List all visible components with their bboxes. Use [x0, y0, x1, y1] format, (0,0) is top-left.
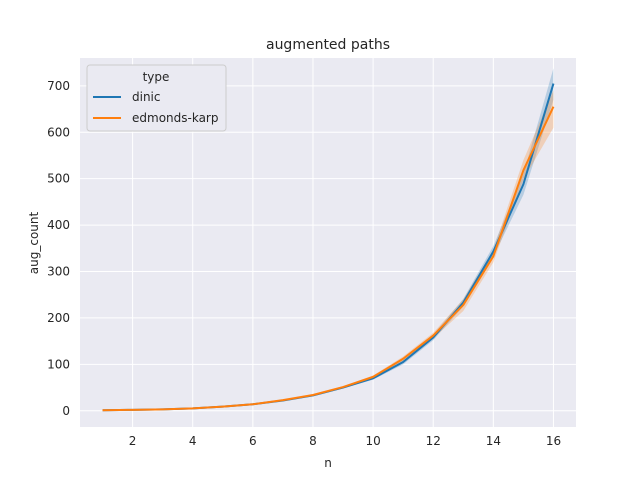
y-tick-label: 300 — [47, 265, 70, 279]
y-tick-labels: 0 100 200 300 400 500 600 700 — [47, 79, 70, 418]
x-tick-label: 6 — [249, 434, 257, 448]
y-axis-label: aug_count — [27, 211, 41, 274]
y-tick-label: 100 — [47, 357, 70, 371]
x-tick-label: 14 — [486, 434, 501, 448]
series-lines — [102, 83, 555, 412]
legend-title: type — [143, 70, 170, 84]
y-tick-label: 500 — [47, 172, 70, 186]
x-tick-label: 12 — [426, 434, 441, 448]
series-line-edmonds-karp — [102, 106, 555, 412]
x-tick-label: 2 — [129, 434, 137, 448]
x-tick-label: 4 — [189, 434, 197, 448]
x-tick-label: 16 — [546, 434, 561, 448]
confidence-bands — [102, 68, 554, 411]
x-tick-label: 10 — [365, 434, 380, 448]
y-tick-label: 0 — [62, 404, 70, 418]
legend-label-dinic: dinic — [132, 90, 161, 104]
y-tick-label: 200 — [47, 311, 70, 325]
x-axis-label: n — [324, 456, 332, 470]
y-tick-label: 400 — [47, 218, 70, 232]
y-tick-label: 600 — [47, 125, 70, 139]
band-edmonds-karp — [102, 90, 554, 411]
legend-label-edmonds-karp: edmonds-karp — [132, 111, 218, 125]
chart-title: augmented paths — [266, 37, 390, 53]
legend: type dinic edmonds-karp — [86, 64, 227, 132]
y-tick-label: 700 — [47, 79, 70, 93]
x-tick-labels: 2 4 6 8 10 12 14 16 — [129, 434, 561, 448]
x-tick-label: 8 — [309, 434, 317, 448]
legend-box — [86, 64, 227, 132]
grid — [80, 58, 576, 427]
